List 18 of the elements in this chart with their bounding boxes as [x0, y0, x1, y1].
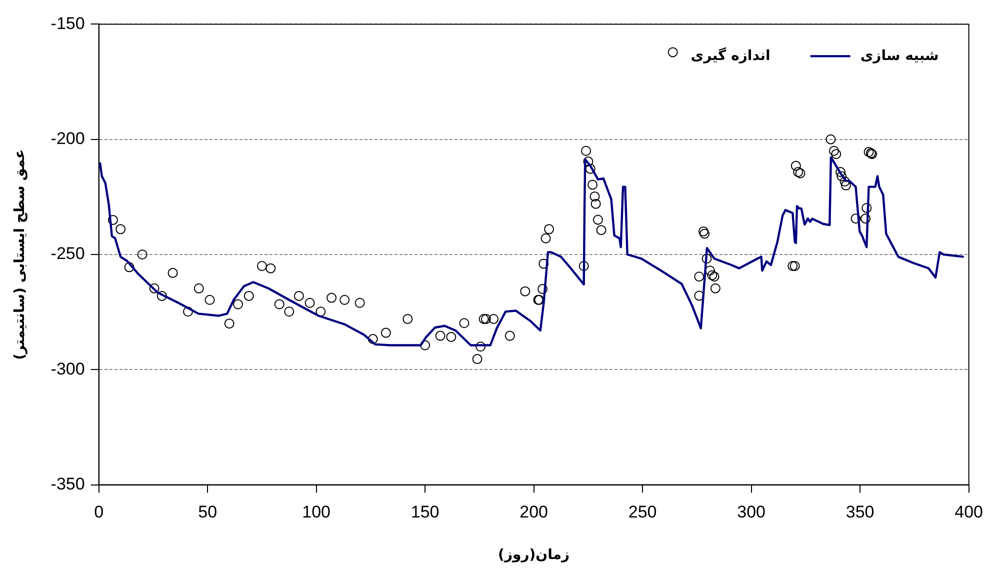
y-tick-label: -350	[50, 474, 85, 494]
x-tick-label: 100	[302, 502, 331, 522]
x-tick-label: 200	[520, 502, 548, 522]
y-tick-label: -150	[50, 14, 85, 33]
x-tick-label: 400	[954, 502, 984, 522]
x-tick-label: 150	[410, 502, 440, 522]
legend-label: اندازه گیری	[690, 46, 770, 64]
y-axis-title: عمق سطح ایستابی (سانتیمتر)	[12, 149, 28, 360]
legend-label: شبیه سازی	[860, 48, 939, 64]
y-tick-label: -200	[50, 129, 85, 148]
x-tick-label: 250	[628, 502, 657, 522]
x-tick-label: 0	[94, 502, 104, 522]
x-tick-label: 50	[198, 502, 218, 522]
x-axis-title: زمان(روز)	[498, 547, 570, 564]
y-tick-label: -250	[50, 244, 85, 264]
x-tick-label: 350	[846, 502, 874, 522]
x-tick-label: 300	[737, 502, 766, 522]
y-tick-label: -300	[50, 359, 85, 378]
